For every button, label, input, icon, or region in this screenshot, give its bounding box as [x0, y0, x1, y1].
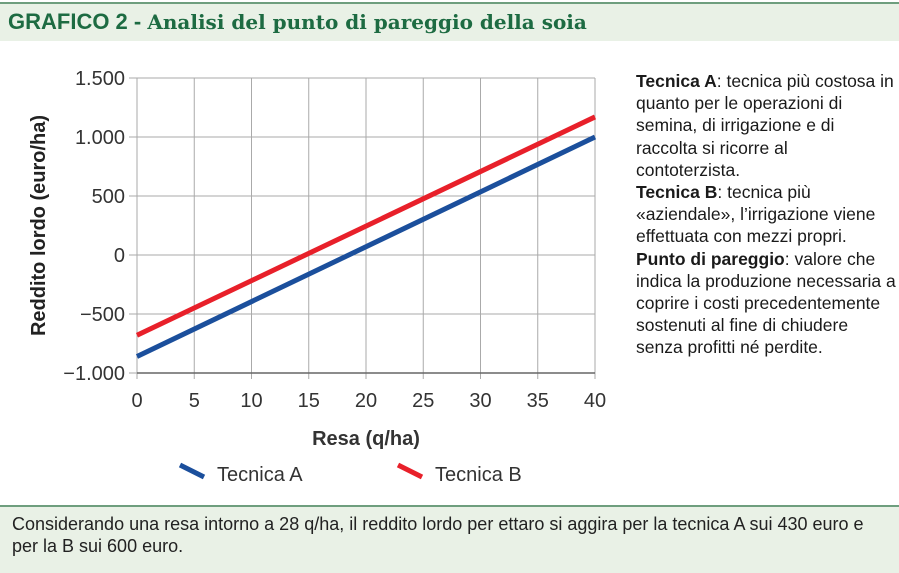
y-tick-label: 500 [92, 186, 125, 208]
title-text: Analisi del punto di pareggio della soia [147, 10, 587, 34]
legend-label: Tecnica A [217, 464, 303, 486]
term-tecnica-b: Tecnica B [636, 182, 718, 203]
y-tick-label: −500 [80, 304, 125, 326]
y-tick-label: 1.500 [75, 68, 125, 90]
caption-text: Considerando una resa intorno a 28 q/ha,… [12, 514, 864, 556]
x-tick-label: 5 [189, 390, 200, 412]
series-line-a [135, 134, 597, 359]
term-punto-pareggio: Punto di pareggio [636, 248, 785, 269]
x-tick-label: 15 [298, 390, 320, 412]
term-tecnica-a: Tecnica A [636, 71, 717, 91]
text-tecnica-b: : tecnica più «aziendale», l’irrigazione… [636, 182, 876, 247]
x-tick-label: 10 [240, 390, 262, 412]
legend-label: Tecnica B [435, 464, 522, 486]
series-line-b [135, 114, 597, 338]
x-tick-label: 35 [527, 390, 549, 412]
legend-swatch [396, 462, 424, 480]
y-tick-label: −1.000 [63, 363, 125, 385]
x-tick-label: 0 [131, 390, 142, 412]
chart-title: GRAFICO 2 - Analisi del punto di pareggi… [8, 9, 587, 35]
x-tick-label: 25 [412, 390, 434, 412]
text-punto-pareggio: : valore che indica la produzione necess… [636, 248, 896, 358]
description-panel: Tecnica A: tecnica più costosa in quanto… [636, 70, 896, 359]
y-axis-label: Reddito lordo (euro/ha) [28, 115, 50, 336]
y-tick-label: 1.000 [75, 127, 125, 149]
legend-swatch [178, 462, 206, 480]
x-axis-label: Resa (q/ha) [312, 428, 420, 450]
y-tick-label: 0 [114, 245, 125, 267]
x-tick-label: 30 [469, 390, 491, 412]
x-tick-label: 40 [584, 390, 606, 412]
caption-box: Considerando una resa intorno a 28 q/ha,… [0, 505, 899, 573]
title-prefix: GRAFICO 2 - [8, 9, 148, 34]
text-tecnica-a: : tecnica più costosa in quanto per le o… [636, 71, 894, 180]
title-bar: GRAFICO 2 - Analisi del punto di pareggi… [0, 2, 899, 41]
x-tick-label: 20 [355, 390, 377, 412]
